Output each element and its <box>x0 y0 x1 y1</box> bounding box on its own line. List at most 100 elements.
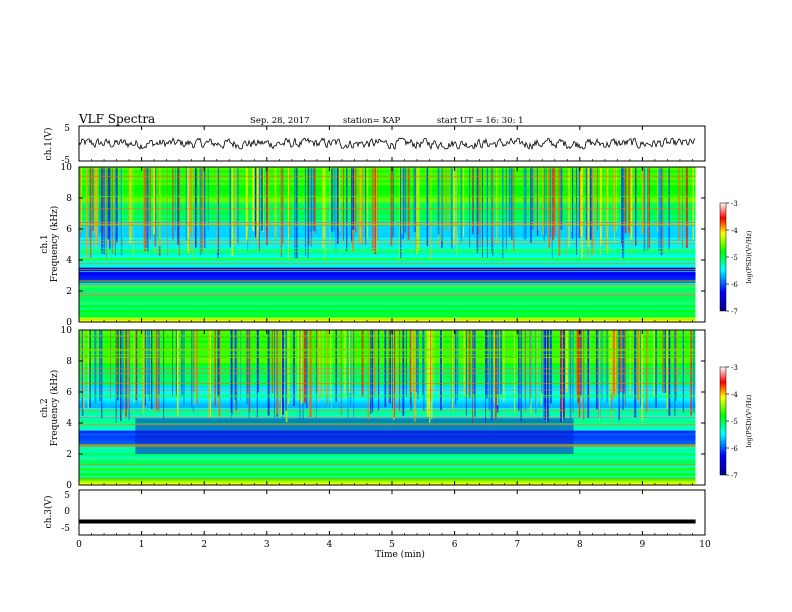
spectrogram-streak <box>307 167 309 259</box>
spectrogram-line <box>79 409 696 411</box>
spectrogram-streak <box>645 330 648 412</box>
spectrogram-streak <box>319 330 321 399</box>
spectrogram-streak <box>256 167 258 239</box>
spectrogram-band <box>79 392 696 396</box>
spectrogram-line <box>79 225 696 226</box>
spectrogram-streak <box>585 167 588 240</box>
header-date: Sep. 28, 2017 <box>250 116 310 126</box>
spectrogram-streak <box>144 330 146 406</box>
spectrogram-line <box>79 208 696 210</box>
spectrogram-band <box>79 309 696 313</box>
spectrogram-streak <box>572 330 574 413</box>
spectrogram-streak <box>326 330 328 396</box>
spectrogram-band <box>79 212 696 216</box>
spectrogram-streak <box>231 330 233 416</box>
spectrogram-band <box>79 172 696 176</box>
spectrogram-line <box>79 348 696 350</box>
spectrogram-band <box>79 472 696 476</box>
spectrogram-band <box>79 282 696 286</box>
spectrogram-streak <box>472 167 474 235</box>
spectrogram-streak <box>529 167 532 243</box>
spectrogram-streak <box>126 330 128 411</box>
spectrogram-streak <box>614 330 616 395</box>
spectrogram-streak <box>304 330 306 404</box>
spectrogram-line <box>79 319 696 321</box>
spectrogram-band <box>79 177 696 181</box>
spectrogram-streak <box>362 167 364 247</box>
spectrogram-streak <box>492 167 494 257</box>
spectrogram-streak <box>247 167 249 231</box>
ch2-colorbar: -3 -4 -5 -6 -7 log(PSD)(V²/Hz) <box>719 364 753 480</box>
spectrogram-band <box>79 237 696 241</box>
spectrogram-streak <box>230 330 233 413</box>
spectrogram-streak <box>453 167 455 246</box>
spectrogram-band <box>79 385 696 389</box>
spectrogram-streak <box>543 167 545 242</box>
spectrogram-line <box>79 243 696 245</box>
spectrogram-streak <box>431 330 433 419</box>
spectrogram-band <box>79 197 696 201</box>
spectrogram-streak <box>99 167 101 234</box>
x-axis-ticks: 0 1 2 3 4 5 6 7 8 9 10 <box>76 126 711 550</box>
spectrogram-streak <box>231 167 234 257</box>
spectrogram-streak <box>288 167 290 260</box>
colorbar-tick-label: -4 <box>731 227 738 235</box>
spectrogram-streak <box>637 330 639 401</box>
spectrogram-streak <box>488 330 491 411</box>
spectrogram-streak <box>175 330 177 396</box>
spectrogram-streak <box>336 167 339 245</box>
spectrogram-streak <box>79 167 81 238</box>
spectrogram-streak <box>146 330 149 395</box>
ch1-spectrogram-label: ch.1 <box>40 234 50 253</box>
spectrogram-streak <box>576 330 579 395</box>
spectrogram-band <box>79 382 696 386</box>
spectrogram-streak <box>401 167 403 235</box>
spectrogram-streak <box>172 167 174 240</box>
spectrogram-streak <box>167 167 168 257</box>
spectrogram-streak <box>80 167 82 232</box>
spectrogram-streak <box>530 330 532 415</box>
spectrogram-streak <box>589 330 591 399</box>
spectrogram-streak <box>248 330 250 419</box>
ch1-frequency-ylabel: Frequency (kHz) <box>49 206 60 283</box>
spectrogram-streak <box>565 330 568 393</box>
spectrogram-line <box>79 416 696 418</box>
spectrogram-streak <box>494 330 496 404</box>
y-tick-label: 6 <box>66 388 72 398</box>
spectrogram-streak <box>217 167 219 250</box>
spectrogram-band <box>79 307 696 311</box>
spectrogram-streak <box>218 330 221 417</box>
spectrogram-line <box>79 287 696 289</box>
spectrogram-streak <box>390 167 393 246</box>
spectrogram-streak <box>299 330 301 420</box>
spectrogram-streak <box>479 167 481 250</box>
ch2-frequency-ylabel: Frequency (kHz) <box>49 370 60 447</box>
spectrogram-streak <box>146 167 148 249</box>
spectrogram-streak <box>619 330 622 393</box>
spectrogram-band <box>79 254 696 258</box>
spectrogram-streak <box>508 167 511 237</box>
spectrogram-band <box>79 455 696 459</box>
spectrogram-streak <box>400 167 402 259</box>
spectrogram-streak <box>389 330 391 404</box>
spectrogram-streak <box>81 330 84 416</box>
x-axis-label: Time (min) <box>375 549 425 560</box>
spectrogram-streak <box>237 167 239 245</box>
spectrogram-streak <box>629 330 631 396</box>
spectrogram-streak <box>437 167 440 235</box>
spectrogram-band <box>79 259 696 263</box>
spectrogram-line <box>79 280 696 282</box>
spectrogram-streak <box>607 167 609 254</box>
spectrogram-streak <box>612 167 615 232</box>
spectrogram-streak <box>377 167 379 241</box>
spectrogram-streak <box>600 167 602 245</box>
spectrogram-band <box>79 312 696 316</box>
spectrogram-streak <box>361 330 364 398</box>
spectrogram-streak <box>433 330 435 393</box>
ch3-waveform-ylabel: ch.3(V) <box>43 496 54 529</box>
spectrogram-streak <box>122 330 124 411</box>
spectrogram-streak <box>455 330 457 405</box>
spectrogram-streak <box>93 167 95 233</box>
spectrogram-streak <box>370 330 372 414</box>
spectrogram-line <box>79 271 696 272</box>
